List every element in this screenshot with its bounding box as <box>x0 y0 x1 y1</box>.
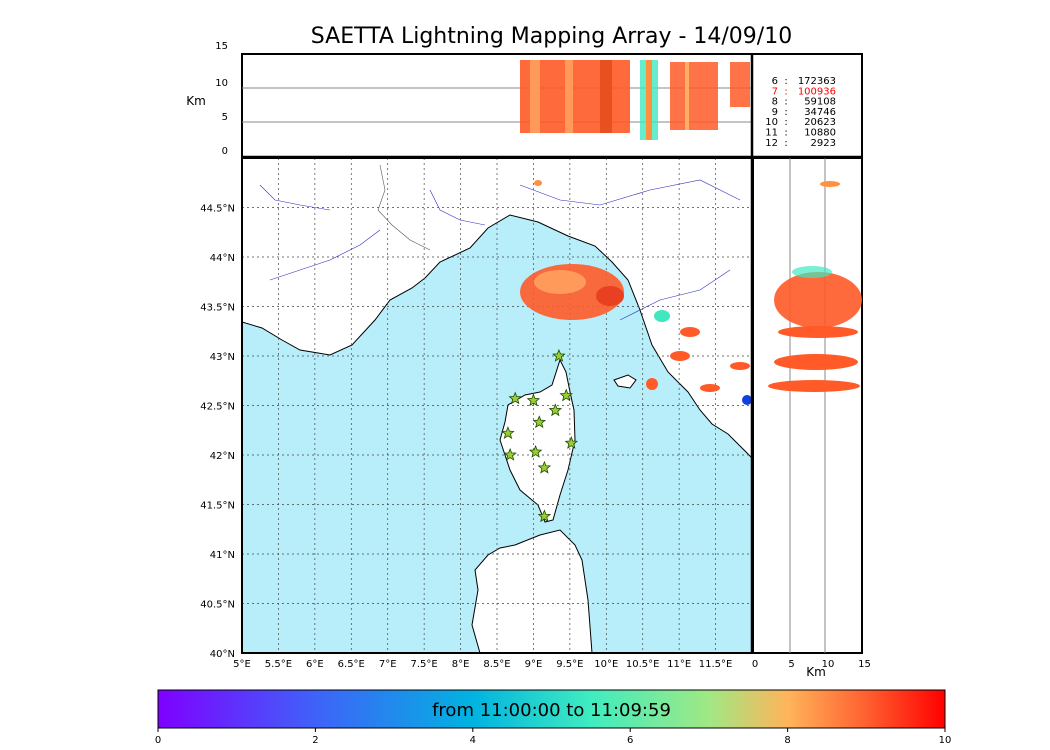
lat-tick-label: 41°N <box>210 550 235 561</box>
lat-tick-label: 42°N <box>210 451 235 462</box>
lon-tick-label: 9°E <box>525 659 543 670</box>
count-separator: : <box>784 107 787 118</box>
count-value: 20623 <box>804 117 836 128</box>
side-axis-label: Km <box>806 665 826 679</box>
lat-tick-label: 44°N <box>210 253 235 264</box>
station-star-icon <box>564 435 579 449</box>
lon-tick-label: 7.5°E <box>411 659 438 670</box>
side-tick-label: 5 <box>788 659 794 670</box>
count-separator: : <box>784 128 787 139</box>
station-star-icon <box>532 415 547 429</box>
page-title: SAETTA Lightning Mapping Array - 14/09/1… <box>310 24 793 49</box>
colorbar-tick-label: 6 <box>627 735 633 746</box>
sardinia <box>471 529 593 653</box>
station-count-rows: 6:1723637:1009368:591089:3474610:2062311… <box>765 76 836 149</box>
lon-tick-label: 5°E <box>233 659 251 670</box>
count-station: 8 <box>772 97 778 108</box>
station-star-icon <box>552 348 566 362</box>
station-star-icon <box>501 426 515 440</box>
altitude-tick-label: 5 <box>222 112 228 123</box>
latitude-ticks: 44.5°N 44°N 43.5°N 43°N 42.5°N 42°N 41.5°N 41°N… <box>200 204 235 661</box>
lat-tick-label: 44.5°N <box>200 204 235 215</box>
count-station: 10 <box>765 117 778 128</box>
colorbar <box>157 689 946 729</box>
count-value: 100936 <box>798 86 836 97</box>
altitude-panel <box>241 53 753 158</box>
lon-tick-label: 11.5°E <box>699 659 733 670</box>
lon-tick-label: 11°E <box>667 659 691 670</box>
side-tick-label: 15 <box>858 659 871 670</box>
longitude-ticks: 5°E 5.5°E 6°E 6.5°E 7°E 7.5°E 8°E 8.5°E 9°E 9.5°E… <box>233 659 732 670</box>
lat-tick-label: 43.5°N <box>200 303 235 314</box>
altitude-axis-label: Km <box>186 94 206 108</box>
lat-tick-label: 42.5°N <box>200 402 235 413</box>
borders <box>377 164 431 251</box>
altitude-ticks: 15 10 5 0 <box>215 41 228 157</box>
lma-stations <box>501 348 579 523</box>
count-station: 7 <box>772 86 778 97</box>
station-star-icon <box>548 403 563 417</box>
side-tick-label: 0 <box>752 659 758 670</box>
colorbar-tick-label: 8 <box>784 735 790 746</box>
station-star-icon <box>537 509 552 523</box>
elba-island <box>613 374 637 389</box>
lon-tick-label: 8.5°E <box>483 659 510 670</box>
altitude-tick-label: 15 <box>215 41 228 52</box>
count-separator: : <box>784 97 787 108</box>
lat-tick-label: 41.5°N <box>200 501 235 512</box>
count-value: 34746 <box>804 107 836 118</box>
count-value: 172363 <box>798 76 836 87</box>
station-star-icon <box>526 393 541 407</box>
count-separator: : <box>784 76 787 87</box>
count-value: 2923 <box>811 138 836 149</box>
colorbar-tick-label: 10 <box>939 735 952 746</box>
lon-tick-label: 10.5°E <box>626 659 660 670</box>
station-star-icon <box>537 460 552 474</box>
side-altitude-panel <box>752 157 863 654</box>
count-value: 10880 <box>804 128 836 139</box>
lon-tick-label: 5.5°E <box>265 659 292 670</box>
colorbar-ticks: 0 2 4 6 8 10 <box>155 728 952 746</box>
count-separator: : <box>784 117 787 128</box>
lon-tick-label: 10°E <box>594 659 618 670</box>
rivers <box>259 179 741 321</box>
lat-tick-label: 43°N <box>210 352 235 363</box>
corsica <box>499 358 576 523</box>
count-value: 59108 <box>804 97 836 108</box>
lon-tick-label: 9.5°E <box>556 659 583 670</box>
colorbar-caption: from 11:00:00 to 11:09:59 <box>432 700 671 721</box>
lon-tick-label: 6°E <box>306 659 324 670</box>
station-star-icon <box>508 391 522 405</box>
side-ticks: 0 5 10 15 <box>752 659 871 670</box>
lon-tick-label: 8°E <box>452 659 470 670</box>
altitude-lightning-columns <box>520 60 750 140</box>
side-tick-label: 10 <box>822 659 835 670</box>
count-station: 6 <box>772 76 778 87</box>
lightning-clusters <box>520 180 752 405</box>
station-star-icon <box>528 444 543 458</box>
altitude-tick-label: 10 <box>215 78 228 89</box>
colorbar-tick-label: 2 <box>312 735 318 746</box>
count-station: 12 <box>765 138 778 149</box>
count-separator: : <box>784 138 787 149</box>
lat-tick-label: 40.5°N <box>200 600 235 611</box>
count-station: 11 <box>765 128 778 139</box>
count-separator: : <box>784 86 787 97</box>
colorbar-tick-label: 4 <box>470 735 476 746</box>
station-star-icon <box>559 388 573 402</box>
lat-tick-label: 40°N <box>210 649 235 660</box>
lon-tick-label: 7°E <box>379 659 397 670</box>
map-panel <box>241 157 753 654</box>
station-star-icon <box>503 447 517 461</box>
map-grid <box>242 158 752 653</box>
altitude-tick-label: 0 <box>222 146 228 157</box>
colorbar-tick-label: 0 <box>155 735 161 746</box>
lon-tick-label: 6.5°E <box>338 659 365 670</box>
count-station: 9 <box>772 107 778 118</box>
